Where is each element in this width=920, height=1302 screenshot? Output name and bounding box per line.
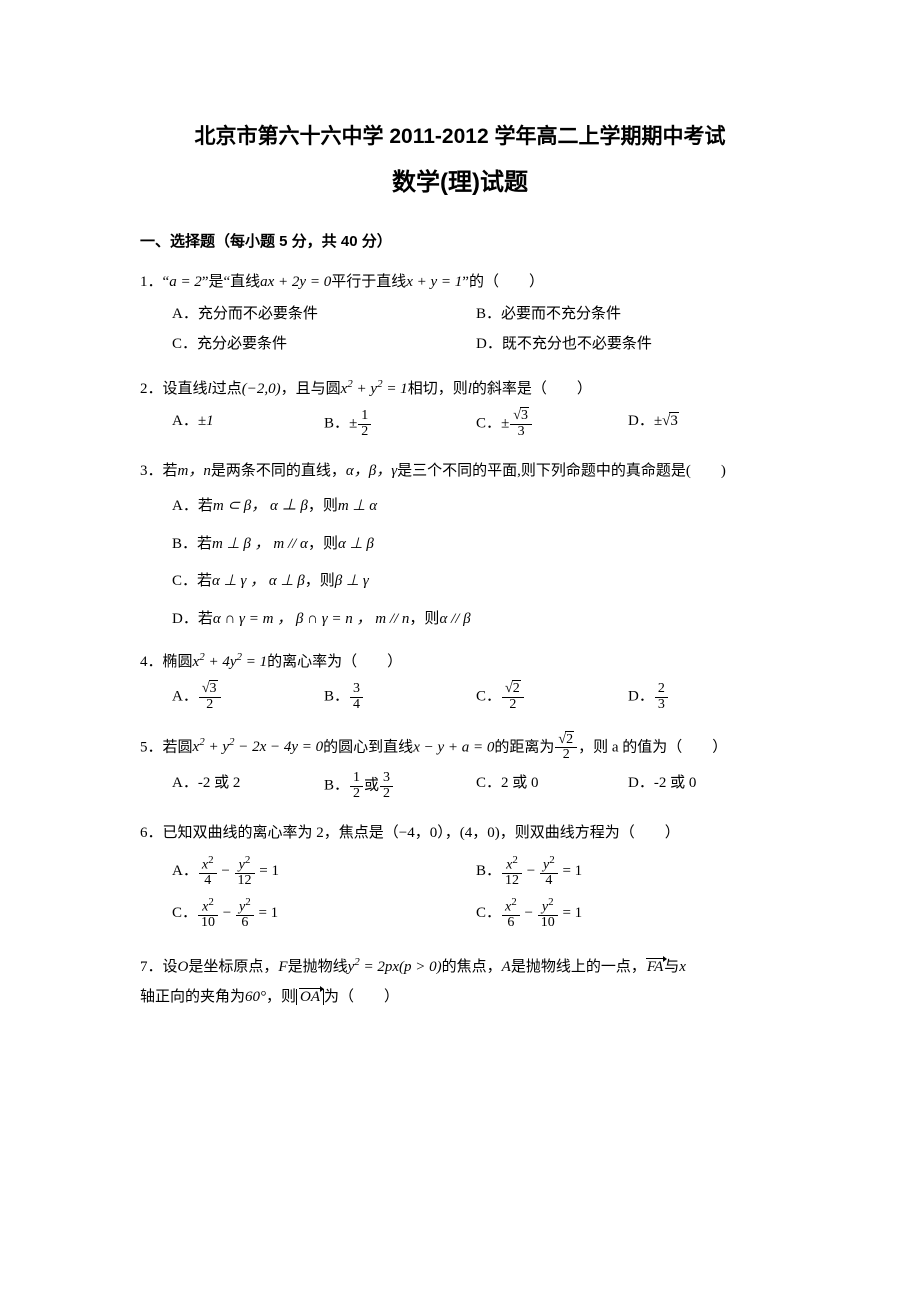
q6-options: A．x24 − y212 = 1 B．x212 − y24 = 1 C．x210… [140,853,780,937]
q6-opt-b: B．x212 − y24 = 1 [476,853,780,889]
t: 设直线 [163,381,208,397]
title-line-1: 北京市第六十六中学 2011-2012 学年高二上学期期中考试 [140,120,780,154]
t: 是抛物线上的一点， [511,959,646,975]
eq: (−2,0) [242,381,281,397]
q4-stem: 4．椭圆x2 + 4y2 = 1的离心率为（ ） [140,649,780,674]
q3-num: 3． [140,463,163,479]
eq: x2 + y2 = 1 [341,381,408,397]
t: 是抛物线 [288,959,348,975]
t: 的斜率是（ ） [472,381,592,397]
t: 相切，则 [408,381,468,397]
t: 是三个不同的平面,则下列命题中的真命题是( ) [397,463,726,479]
q2-opt-c: C．±√33 [476,409,628,439]
t: 轴正向的夹角为 [140,989,245,1005]
q6-opt-c: C．x210 − y26 = 1 [172,895,476,931]
q3-opt-d: D．若α ∩ γ = m ， β ∩ γ = n ， m // n，则α // … [172,604,780,636]
t: 若 [163,463,178,479]
t: 是两条不同的直线， [211,463,346,479]
q1-opt-b: B．必要而不充分条件 [476,302,780,326]
t: 为（ ） [324,989,399,1005]
t: ”的（ ） [462,274,544,290]
q3-options: A．若m ⊂ β， α ⊥ β，则m ⊥ α B．若m ⊥ β ， m // α… [140,491,780,635]
q3-opt-b: B．若m ⊥ β ， m // α，则α ⊥ β [172,529,780,561]
q5-opt-d: D．-2 或 0 [628,771,780,801]
q4-opt-a: A．√32 [172,682,324,712]
q2-options: A．±1 B．±12 C．±√33 D．±√3 [140,409,780,445]
eq: x + y = 1 [406,274,462,290]
question-1: 1．“a = 2”是“直线ax + 2y = 0平行于直线x + y = 1”的… [140,270,780,362]
question-6: 6．已知双曲线的离心率为 2，焦点是（−4，0），(4，0)，则双曲线方程为（ … [140,821,780,937]
t: 已知双曲线的离心率为 2，焦点是（−4，0），(4，0)，则双曲线方程为（ ） [163,825,680,841]
q2-opt-a: A．±1 [172,409,324,439]
q6-opt-c2: C．x26 − y210 = 1 [476,895,780,931]
q5-num: 5． [140,739,163,755]
q7-stem: 7．设O是坐标原点，F是抛物线y2 = 2px(p > 0)的焦点，A是抛物线上… [140,951,780,1012]
question-4: 4．椭圆x2 + 4y2 = 1的离心率为（ ） A．√32 B．34 C．√2… [140,649,780,718]
q1-stem: 1．“a = 2”是“直线ax + 2y = 0平行于直线x + y = 1”的… [140,270,780,294]
t: 平行于直线 [331,274,406,290]
q7-num: 7． [140,959,163,975]
q5-opt-a: A．-2 或 2 [172,771,324,801]
q5-stem: 5．若圆x2 + y2 − 2x − 4y = 0的圆心到直线x − y + a… [140,733,780,763]
t: 的距离为 [494,739,554,755]
q6-stem: 6．已知双曲线的离心率为 2，焦点是（−4，0），(4，0)，则双曲线方程为（ … [140,821,780,845]
q3-opt-c: C．若α ⊥ γ ， α ⊥ β，则β ⊥ γ [172,566,780,598]
eq: y2 = 2px(p > 0) [348,959,442,975]
question-7: 7．设O是坐标原点，F是抛物线y2 = 2px(p > 0)的焦点，A是抛物线上… [140,951,780,1012]
t: 是坐标原点， [188,959,278,975]
q5-opt-c: C．2 或 0 [476,771,628,801]
q4-opt-c: C．√22 [476,682,628,712]
abs-oa: OA [296,989,324,1005]
q1-options: A．充分而不必要条件 B．必要而不充分条件 C．充分必要条件 D．既不充分也不必… [140,302,780,362]
q6-opt-a: A．x24 − y212 = 1 [172,853,476,889]
q4-num: 4． [140,654,163,670]
t: 的圆心到直线 [323,739,413,755]
t: ，且与圆 [281,381,341,397]
q2-stem: 2．设直线l过点(−2,0)，且与圆x2 + y2 = 1相切，则l的斜率是（ … [140,376,780,401]
t: 过点 [212,381,242,397]
eq: x2 + 4y2 = 1 [193,654,268,670]
q4-options: A．√32 B．34 C．√22 D．23 [140,682,780,718]
q4-opt-b: B．34 [324,682,476,712]
eq: α，β，γ [346,463,397,479]
question-3: 3．若m，n是两条不同的直线，α，β，γ是三个不同的平面,则下列命题中的真命题是… [140,459,780,635]
title-line-2: 数学(理)试题 [140,164,780,202]
q4-opt-d: D．23 [628,682,780,712]
t: 的焦点， [442,959,502,975]
q5-options: A．-2 或 2 B．12或32 C．2 或 0 D．-2 或 0 [140,771,780,807]
q3-stem: 3．若m，n是两条不同的直线，α，β，γ是三个不同的平面,则下列命题中的真命题是… [140,459,780,483]
vector-fa: FA [646,958,664,975]
eq: x [679,959,686,975]
eq: A [502,959,511,975]
q1-opt-d: D．既不充分也不必要条件 [476,332,780,356]
q6-num: 6． [140,825,163,841]
eq: a = 2 [169,274,202,290]
q2-num: 2． [140,381,163,397]
eq: ax + 2y = 0 [260,274,331,290]
t: 的离心率为（ ） [267,654,402,670]
question-2: 2．设直线l过点(−2,0)，且与圆x2 + y2 = 1相切，则l的斜率是（ … [140,376,780,445]
t: ，则 a 的值为（ ） [578,739,727,755]
eq: x − y + a = 0 [413,739,494,755]
q1-num: 1． [140,274,163,290]
eq: 60° [245,989,266,1005]
t: 设 [163,959,178,975]
q1-opt-a: A．充分而不必要条件 [172,302,476,326]
eq: O [178,959,189,975]
eq: F [278,959,287,975]
q5-opt-b: B．12或32 [324,771,476,801]
t: 若圆 [163,739,193,755]
t: 椭圆 [163,654,193,670]
q3-opt-a: A．若m ⊂ β， α ⊥ β，则m ⊥ α [172,491,780,523]
q1-opt-c: C．充分必要条件 [172,332,476,356]
eq: x2 + y2 − 2x − 4y = 0 [193,739,324,755]
q2-opt-d: D．±√3 [628,409,780,439]
eq: m，n [178,463,211,479]
t: ”是“直线 [202,274,260,290]
t: ，则 [266,989,296,1005]
section-1-heading: 一、选择题（每小题 5 分，共 40 分） [140,230,780,254]
question-5: 5．若圆x2 + y2 − 2x − 4y = 0的圆心到直线x − y + a… [140,733,780,808]
q2-opt-b: B．±12 [324,409,476,439]
